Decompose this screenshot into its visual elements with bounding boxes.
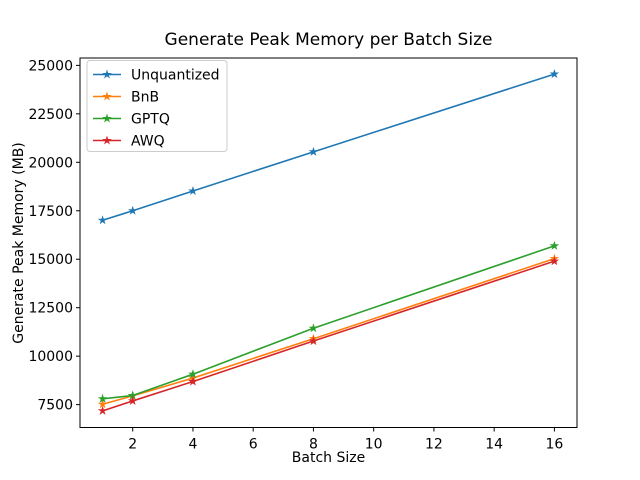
y-tick-label: 15000	[28, 252, 73, 268]
legend-marker	[102, 91, 112, 101]
series-line-awq	[102, 260, 555, 412]
data-point-marker	[188, 369, 198, 379]
data-point-marker	[97, 215, 108, 225]
x-axis-label: Batch Size	[292, 450, 365, 466]
x-tick-label: 14	[485, 437, 503, 453]
y-axis-label: Generate Peak Memory (MB)	[11, 142, 27, 344]
y-tick-label: 25000	[28, 58, 73, 74]
legend-marker	[102, 135, 112, 145]
y-tick-label: 22500	[28, 107, 73, 123]
y-tick-label: 12500	[28, 301, 73, 317]
data-point-marker	[308, 323, 319, 333]
data-point-marker	[188, 376, 198, 386]
data-point-marker	[549, 240, 560, 250]
legend-marker	[102, 69, 112, 79]
y-tick-label: 7500	[37, 398, 73, 414]
legend: Unquantized BnB GPTQ AWQ	[86, 60, 228, 152]
data-point-marker	[127, 205, 138, 215]
legend-marker	[102, 113, 112, 123]
y-tick-label: 17500	[28, 204, 73, 220]
data-point-marker	[127, 390, 138, 400]
data-point-marker	[549, 256, 560, 266]
plot-area: 7500 10000 12500 15000 17500 20000 22500 25000 2…	[28, 57, 578, 453]
x-tick-label: 4	[188, 437, 197, 453]
data-point-marker	[97, 399, 108, 409]
legend-label-bnb: BnB	[131, 90, 159, 106]
series-line-gptq	[102, 245, 555, 400]
x-tick-label: 2	[128, 437, 137, 453]
data-point-marker	[308, 336, 319, 346]
x-tick-label: 6	[249, 437, 258, 453]
x-tick-label: 16	[545, 437, 563, 453]
legend-box	[86, 60, 228, 152]
data-point-marker	[549, 69, 560, 79]
data-point-marker	[97, 393, 108, 403]
data-point-marker	[188, 185, 198, 196]
data-point-marker	[308, 146, 319, 156]
x-tick-label: 12	[425, 437, 443, 453]
axes-frame	[79, 57, 578, 428]
legend-label-gptq: GPTQ	[131, 112, 170, 128]
x-tick-label: 8	[309, 437, 318, 453]
data-point-marker	[127, 395, 138, 405]
legend-label-awq: AWQ	[131, 134, 165, 150]
chart-title: Generate Peak Memory per Batch Size	[165, 30, 493, 50]
y-tick-label: 20000	[28, 155, 73, 171]
y-tick-label: 10000	[28, 349, 73, 365]
data-point-marker	[97, 405, 108, 415]
x-tick-label: 10	[365, 437, 383, 453]
legend-label-unquantized: Unquantized	[131, 68, 220, 84]
